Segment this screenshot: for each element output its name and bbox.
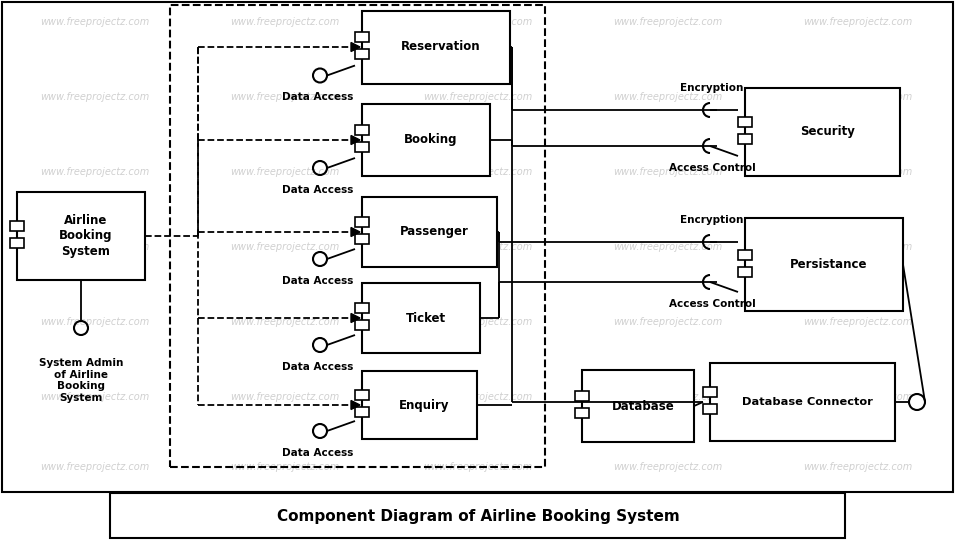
Text: www.freeprojectz.com: www.freeprojectz.com xyxy=(40,317,150,327)
Text: Enquiry: Enquiry xyxy=(400,399,449,412)
Text: www.freeprojectz.com: www.freeprojectz.com xyxy=(424,462,532,472)
Text: Passenger: Passenger xyxy=(400,226,469,238)
Bar xyxy=(362,104,490,176)
Text: Database Connector: Database Connector xyxy=(742,397,873,407)
Text: Access Control: Access Control xyxy=(668,163,755,173)
Text: Persistance: Persistance xyxy=(791,258,868,271)
Text: Data Access: Data Access xyxy=(282,92,354,103)
Bar xyxy=(575,408,589,418)
Polygon shape xyxy=(351,42,360,52)
Bar xyxy=(355,303,369,313)
Text: www.freeprojectz.com: www.freeprojectz.com xyxy=(40,17,150,27)
Text: Reservation: Reservation xyxy=(402,41,481,53)
Bar xyxy=(362,371,477,439)
Bar xyxy=(355,407,369,417)
Text: Data Access: Data Access xyxy=(282,362,354,372)
Bar xyxy=(355,217,369,227)
Text: www.freeprojectz.com: www.freeprojectz.com xyxy=(230,392,339,402)
Bar xyxy=(738,134,752,144)
Text: www.freeprojectz.com: www.freeprojectz.com xyxy=(424,167,532,177)
Text: www.freeprojectz.com: www.freeprojectz.com xyxy=(424,92,532,102)
Text: www.freeprojectz.com: www.freeprojectz.com xyxy=(230,317,339,327)
Bar xyxy=(355,125,369,135)
Text: www.freeprojectz.com: www.freeprojectz.com xyxy=(614,242,723,252)
Text: Airline
Booking
System: Airline Booking System xyxy=(59,215,113,257)
Text: www.freeprojectz.com: www.freeprojectz.com xyxy=(230,92,339,102)
Text: Security: Security xyxy=(800,126,855,138)
Bar xyxy=(582,370,694,442)
Bar xyxy=(110,493,845,538)
Text: www.freeprojectz.com: www.freeprojectz.com xyxy=(803,317,913,327)
Bar xyxy=(745,218,903,311)
Polygon shape xyxy=(351,401,360,410)
Text: www.freeprojectz.com: www.freeprojectz.com xyxy=(803,462,913,472)
Text: www.freeprojectz.com: www.freeprojectz.com xyxy=(230,462,339,472)
Bar xyxy=(355,390,369,400)
Bar xyxy=(738,117,752,127)
Text: www.freeprojectz.com: www.freeprojectz.com xyxy=(803,17,913,27)
Text: Database: Database xyxy=(612,400,674,412)
Bar xyxy=(738,266,752,277)
Bar xyxy=(362,10,510,83)
Bar xyxy=(362,283,480,353)
Text: www.freeprojectz.com: www.freeprojectz.com xyxy=(40,242,150,252)
Text: www.freeprojectz.com: www.freeprojectz.com xyxy=(614,462,723,472)
Bar xyxy=(10,238,24,248)
Text: Data Access: Data Access xyxy=(282,448,354,458)
Bar xyxy=(745,88,900,176)
Bar xyxy=(355,320,369,330)
Text: System Admin
of Airline
Booking
System: System Admin of Airline Booking System xyxy=(39,358,123,403)
Text: www.freeprojectz.com: www.freeprojectz.com xyxy=(803,392,913,402)
Bar xyxy=(575,391,589,401)
Text: www.freeprojectz.com: www.freeprojectz.com xyxy=(424,242,532,252)
Text: www.freeprojectz.com: www.freeprojectz.com xyxy=(803,92,913,102)
Bar xyxy=(10,221,24,231)
Bar xyxy=(738,249,752,260)
Bar xyxy=(362,197,497,267)
Text: www.freeprojectz.com: www.freeprojectz.com xyxy=(40,392,150,402)
Text: Component Diagram of Airline Booking System: Component Diagram of Airline Booking Sys… xyxy=(276,508,680,524)
Bar xyxy=(703,387,717,397)
Text: www.freeprojectz.com: www.freeprojectz.com xyxy=(614,17,723,27)
Bar xyxy=(710,363,895,441)
Text: Booking: Booking xyxy=(404,133,458,147)
Bar xyxy=(355,49,369,59)
Text: www.freeprojectz.com: www.freeprojectz.com xyxy=(614,317,723,327)
Text: www.freeprojectz.com: www.freeprojectz.com xyxy=(40,462,150,472)
Polygon shape xyxy=(351,313,360,322)
Bar xyxy=(2,2,953,492)
Bar xyxy=(17,192,145,280)
Text: www.freeprojectz.com: www.freeprojectz.com xyxy=(424,317,532,327)
Text: www.freeprojectz.com: www.freeprojectz.com xyxy=(803,167,913,177)
Text: www.freeprojectz.com: www.freeprojectz.com xyxy=(230,242,339,252)
Text: www.freeprojectz.com: www.freeprojectz.com xyxy=(614,92,723,102)
Text: www.freeprojectz.com: www.freeprojectz.com xyxy=(230,17,339,27)
Text: Ticket: Ticket xyxy=(406,311,446,324)
Text: Encryption: Encryption xyxy=(681,83,744,93)
Polygon shape xyxy=(351,136,360,144)
Text: www.freeprojectz.com: www.freeprojectz.com xyxy=(40,167,150,177)
Text: Access Control: Access Control xyxy=(668,299,755,309)
Text: Data Access: Data Access xyxy=(282,276,354,286)
Bar xyxy=(170,5,545,467)
Text: Encryption: Encryption xyxy=(681,215,744,225)
Text: Data Access: Data Access xyxy=(282,185,354,195)
Text: www.freeprojectz.com: www.freeprojectz.com xyxy=(614,167,723,177)
Polygon shape xyxy=(351,227,360,237)
Bar xyxy=(355,234,369,244)
Text: www.freeprojectz.com: www.freeprojectz.com xyxy=(40,92,150,102)
Bar xyxy=(355,142,369,152)
Text: www.freeprojectz.com: www.freeprojectz.com xyxy=(424,392,532,402)
Text: www.freeprojectz.com: www.freeprojectz.com xyxy=(803,242,913,252)
Text: www.freeprojectz.com: www.freeprojectz.com xyxy=(424,17,532,27)
Bar xyxy=(703,404,717,414)
Text: www.freeprojectz.com: www.freeprojectz.com xyxy=(614,392,723,402)
Text: www.freeprojectz.com: www.freeprojectz.com xyxy=(230,167,339,177)
Bar xyxy=(355,32,369,42)
